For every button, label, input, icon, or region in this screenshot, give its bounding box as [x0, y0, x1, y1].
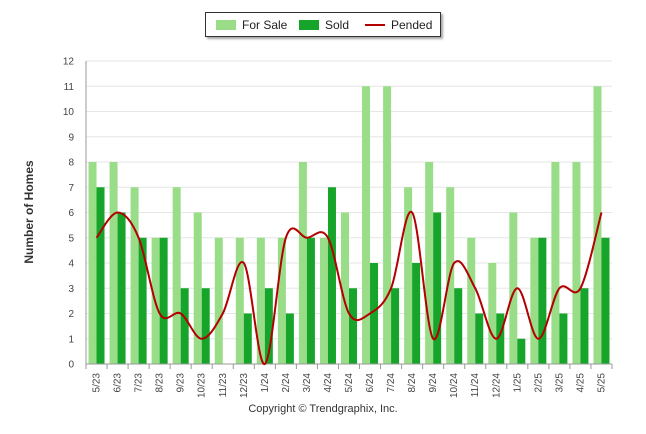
bar-sold [159, 237, 168, 364]
y-tick-label: 5 [68, 233, 74, 244]
y-tick-label: 9 [68, 132, 74, 143]
bar-for-sale [172, 187, 181, 364]
bar-for-sale [109, 162, 118, 364]
x-tick-label: 12/23 [239, 373, 250, 398]
bar-for-sale [509, 212, 518, 364]
legend-label-pended: Pended [391, 18, 433, 32]
bar-for-sale [298, 162, 307, 364]
bar-sold [580, 288, 589, 364]
y-tick-label: 7 [68, 183, 74, 194]
x-tick-label: 8/23 [155, 373, 166, 393]
x-tick-label: 6/23 [113, 373, 124, 393]
x-tick-label: 8/24 [407, 373, 418, 393]
bar-sold [138, 237, 147, 364]
bar-for-sale [467, 237, 476, 364]
x-tick-label: 5/24 [344, 373, 355, 393]
x-tick-label: 6/24 [365, 373, 376, 393]
bar-for-sale [319, 237, 328, 364]
legend-label-for-sale: For Sale [242, 18, 288, 32]
x-tick-label: 10/24 [449, 373, 460, 398]
bar-for-sale [530, 237, 539, 364]
bar-sold [117, 212, 126, 364]
y-tick-label: 6 [68, 208, 74, 219]
bar-sold [559, 313, 568, 364]
bar-for-sale [193, 212, 202, 364]
bar-for-sale [425, 162, 434, 364]
bar-for-sale [383, 86, 392, 364]
x-tick-label: 11/24 [470, 373, 481, 398]
bar-for-sale [551, 162, 560, 364]
y-tick-label: 11 [64, 82, 75, 93]
x-tick-label: 9/24 [428, 373, 439, 393]
y-tick-label: 0 [68, 360, 74, 371]
bar-for-sale [341, 212, 349, 364]
y-tick-label: 8 [68, 158, 74, 169]
legend-line-pended [365, 24, 385, 26]
x-tick-label: 7/23 [134, 373, 145, 393]
bar-for-sale [256, 237, 265, 364]
bar-sold [454, 288, 463, 364]
bar-sold [264, 288, 273, 364]
x-tick-label: 2/25 [533, 373, 544, 393]
bar-sold [96, 187, 105, 364]
bar-sold [180, 288, 189, 364]
bar-sold [306, 237, 315, 364]
bar-for-sale [130, 187, 139, 364]
x-tick-label: 9/23 [176, 373, 187, 393]
bar-sold [201, 288, 210, 364]
y-tick-label: 1 [68, 334, 74, 345]
bar-for-sale [88, 162, 97, 364]
legend: For Sale Sold Pended [205, 12, 441, 37]
pended-line [95, 211, 603, 366]
y-axis-label: Number of Homes [22, 160, 36, 264]
x-tick-label: 5/25 [596, 373, 607, 393]
bar-sold [349, 288, 357, 364]
x-tick-label: 4/25 [575, 373, 586, 393]
x-tick-labels: 5/23 6/23 7/23 8/23 9/23 10/23 11/23 12/23 1/24 2… [92, 373, 608, 398]
bar-sold [285, 313, 294, 364]
y-tick-label: 12 [63, 57, 75, 68]
y-tick-label: 4 [68, 259, 74, 270]
legend-swatch-for-sale [216, 20, 236, 30]
x-tick-label: 2/24 [281, 373, 292, 393]
pended-series-line [95, 211, 603, 366]
legend-label-sold: Sold [325, 18, 350, 32]
bar-for-sale [214, 237, 223, 364]
x-tick-label: 5/23 [92, 373, 103, 393]
axes [85, 61, 613, 369]
x-tick-label: 7/24 [386, 373, 397, 393]
bar-sold [601, 237, 610, 364]
bar-sold [370, 263, 379, 364]
bar-for-sale [362, 86, 371, 364]
bar-sold [412, 263, 421, 364]
bar-sold [517, 338, 526, 364]
legend-swatch-sold [299, 20, 319, 30]
bar-sold [327, 187, 336, 364]
x-tick-label: 11/23 [218, 373, 229, 398]
bar-for-sale [572, 162, 581, 364]
bar-sold [538, 237, 547, 364]
x-tick-label: 4/24 [323, 373, 334, 393]
x-tick-label: 3/25 [554, 373, 565, 393]
bar-sold [475, 313, 484, 364]
bar-for-sale [488, 263, 497, 364]
y-tick-label: 10 [63, 107, 75, 118]
x-tick-label: 1/25 [512, 373, 523, 393]
x-tick-label: 10/23 [197, 373, 208, 398]
bar-sold [496, 313, 505, 364]
bar-sold [391, 288, 400, 364]
bar-for-sale [404, 187, 413, 364]
x-tick-label: 12/24 [491, 373, 502, 398]
bar-for-sale [277, 237, 286, 364]
x-tick-label: 3/24 [302, 373, 313, 393]
y-tick-label: 3 [68, 284, 74, 295]
y-tick-label: 2 [68, 309, 74, 320]
x-tick-label: 1/24 [260, 373, 271, 393]
bar-for-sale [235, 237, 244, 364]
copyright-text: Copyright © Trendgraphix, Inc. [248, 403, 398, 415]
bar-sold [243, 313, 252, 364]
bar-sold [433, 212, 442, 364]
